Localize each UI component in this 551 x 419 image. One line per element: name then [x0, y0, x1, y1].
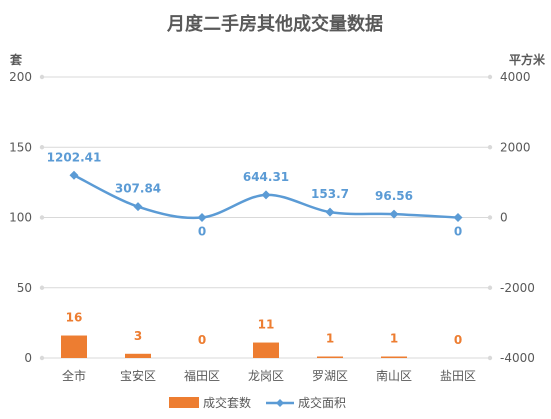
- y-left-tick-label: 200: [9, 70, 32, 84]
- y-right-unit-label: 平方米: [509, 52, 546, 67]
- gridline-end-dot: [39, 145, 45, 150]
- bar-data-label: 11: [258, 318, 275, 332]
- line-data-label: 644.31: [243, 170, 289, 184]
- bar-data-label: 0: [198, 333, 206, 347]
- gridline-end-dot: [39, 285, 45, 290]
- line-point: [261, 190, 271, 200]
- x-tick-label: 全市: [62, 368, 86, 383]
- gridlines: [39, 74, 493, 361]
- bar: [317, 356, 343, 358]
- x-tick-label: 宝安区: [120, 368, 156, 383]
- x-tick-label: 龙岗区: [248, 369, 284, 383]
- x-tick-label: 福田区: [184, 368, 220, 383]
- bar: [61, 335, 87, 358]
- gridline-end-dot: [487, 145, 493, 150]
- gridline-end-dot: [39, 355, 45, 361]
- y-left-tick-label: 0: [24, 351, 32, 365]
- axes: 050100150200-4000-2000020004000全市 宝安区 福田区龙…: [9, 70, 535, 383]
- gridline-end-dot: [487, 74, 493, 80]
- line-point: [453, 213, 463, 222]
- y-right-tick-label: 2000: [500, 140, 531, 154]
- line-data-label: 153.7: [311, 187, 349, 201]
- line-data-label: 96.56: [375, 189, 413, 203]
- legend-swatch-marker: [276, 399, 284, 407]
- y-left-unit-label: 套: [9, 52, 23, 67]
- legend-swatch-bar: [169, 397, 199, 408]
- line-point: [197, 213, 207, 222]
- legend-label-line: 成交面积: [298, 395, 346, 410]
- bar: [253, 342, 279, 358]
- y-left-tick-label: 150: [9, 140, 32, 154]
- legend-label-bar: 成交套数: [203, 395, 251, 410]
- bar-data-label: 16: [66, 311, 83, 325]
- line-point: [69, 170, 79, 180]
- y-right-tick-label: -2000: [500, 281, 535, 295]
- y-right-tick-label: 0: [500, 211, 508, 225]
- line-data-label: 0: [198, 225, 206, 239]
- bar: [381, 356, 407, 358]
- bar-data-label: 1: [390, 332, 398, 346]
- line-series: [69, 170, 463, 222]
- gridline-end-dot: [487, 355, 493, 361]
- x-tick-label: 南山区: [376, 368, 412, 383]
- line-point: [133, 202, 143, 212]
- gridline-end-dot: [487, 215, 493, 220]
- gridline-end-dot: [487, 285, 493, 290]
- line-data-label: 0: [454, 225, 462, 239]
- line-data-label: 307.84: [115, 182, 161, 196]
- y-left-tick-label: 100: [9, 211, 32, 225]
- bar-data-label: 1: [326, 332, 334, 346]
- x-tick-label: 盐田区: [440, 369, 476, 383]
- gridline-end-dot: [39, 74, 45, 80]
- gridline-end-dot: [39, 215, 45, 220]
- bar: [125, 353, 151, 358]
- line-data-label: 1202.41: [47, 150, 102, 164]
- bar-data-label: 3: [134, 329, 142, 343]
- legend: 成交套数 成交面积: [169, 395, 346, 410]
- chart-title: 月度二手房其他成交量数据: [166, 13, 383, 35]
- line-point: [325, 207, 335, 217]
- y-left-tick-label: 50: [17, 281, 32, 295]
- x-tick-label: 罗湖区: [312, 368, 348, 383]
- y-right-tick-label: -4000: [500, 351, 535, 365]
- bar-series: [61, 335, 407, 358]
- line-point: [389, 209, 399, 219]
- bar-data-label: 0: [454, 333, 462, 347]
- y-right-tick-label: 4000: [500, 70, 531, 84]
